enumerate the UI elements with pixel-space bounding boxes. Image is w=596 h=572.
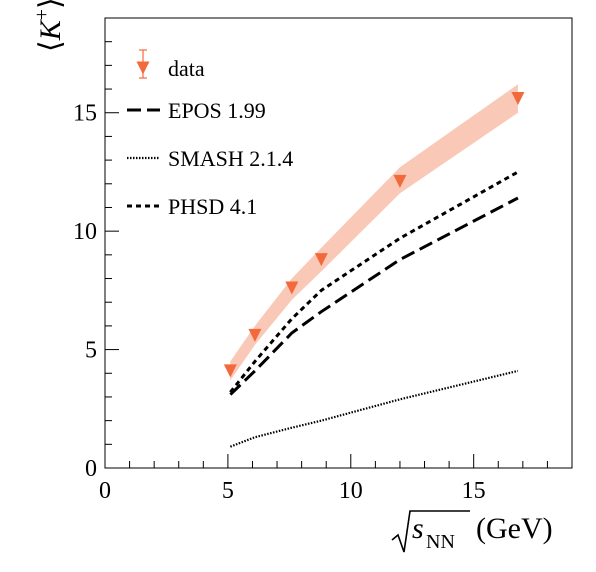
data-point bbox=[511, 92, 525, 106]
data-point bbox=[314, 253, 328, 267]
x-tick-label: 15 bbox=[462, 478, 486, 504]
series-line-epos-1-99 bbox=[229, 196, 519, 396]
x-axis-label: s NN (GeV) bbox=[391, 510, 553, 553]
y-tick-label: 0 bbox=[85, 456, 97, 482]
y-axis-label: ⟨K+⟩ bbox=[31, 0, 67, 52]
data-point bbox=[223, 364, 237, 378]
x-tick-label: 0 bbox=[99, 478, 111, 504]
legend-label-phsd-4-1: PHSD 4.1 bbox=[168, 194, 257, 219]
x-tick-label: 10 bbox=[339, 478, 363, 504]
series-line-smash-2-1-4 bbox=[229, 369, 519, 448]
x-axis-label-subscript: NN bbox=[426, 531, 455, 553]
data-uncertainty-band bbox=[230, 84, 518, 381]
legend: data EPOS 1.99 SMASH 2.1.4 PHSD 4.1 bbox=[127, 49, 293, 219]
x-axis-label-unit: (GeV) bbox=[476, 512, 553, 545]
y-tick-label: 15 bbox=[73, 101, 97, 127]
plot-frame bbox=[104, 17, 573, 469]
legend-label-data: data bbox=[168, 56, 205, 81]
y-axis-label-text: ⟨K+⟩ bbox=[31, 0, 67, 52]
data-markers-layer bbox=[223, 92, 525, 378]
x-tick-label: 5 bbox=[222, 478, 234, 504]
data-uncertainty-band-layer bbox=[230, 84, 518, 381]
data-point bbox=[248, 328, 262, 342]
y-tick-label: 5 bbox=[85, 338, 97, 364]
y-tick-label: 10 bbox=[73, 219, 97, 245]
legend-data-marker bbox=[136, 61, 150, 75]
axis-ticks-layer: 0 5 10 15 0 5 10 15 bbox=[73, 17, 573, 504]
data-point bbox=[393, 174, 407, 188]
x-axis-label-s: s bbox=[412, 512, 424, 545]
series-line-phsd-4-1 bbox=[229, 170, 519, 394]
legend-label-epos-1-99: EPOS 1.99 bbox=[168, 98, 266, 123]
model-lines-layer bbox=[229, 170, 519, 448]
data-point bbox=[285, 281, 299, 295]
legend-label-smash-2-1-4: SMASH 2.1.4 bbox=[168, 146, 293, 171]
x-axis-radical-sign bbox=[391, 510, 470, 553]
